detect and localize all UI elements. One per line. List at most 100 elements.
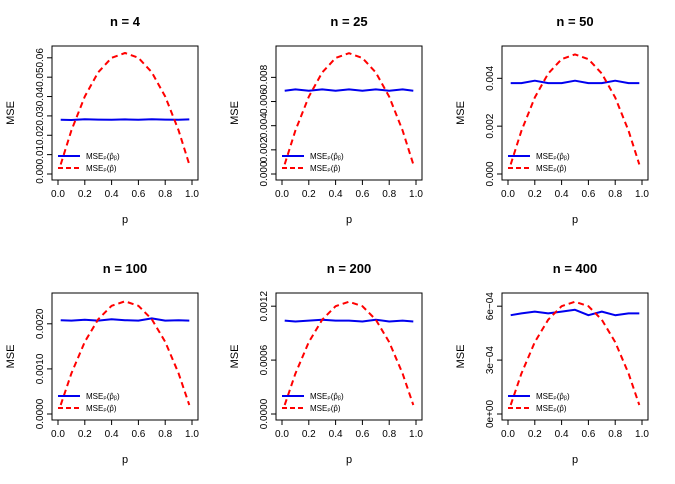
panel-title: n = 4 — [110, 14, 141, 29]
plot-frame — [51, 292, 199, 421]
legend-label-bayes: MSEₚ(p̂ᵦ) — [310, 152, 344, 161]
x-tick-label: 0.6 — [355, 429, 369, 440]
legend-label-mle: MSEₚ(p̂) — [536, 404, 567, 413]
x-tick-label: 0.6 — [581, 429, 595, 440]
y-axis-label: MSE — [455, 345, 467, 369]
x-tick-label: 0.0 — [275, 189, 289, 200]
x-tick-label: 0.8 — [608, 189, 622, 200]
x-tick-label: 0.0 — [275, 429, 289, 440]
series-line-mse-bayes — [510, 308, 640, 317]
y-tick-label: 0.008 — [259, 64, 270, 89]
y-tick-label: 0.002 — [259, 137, 270, 162]
y-tick-label: 0.01 — [35, 144, 46, 164]
series-line-mse-mle — [59, 52, 191, 165]
x-tick-label: 0.4 — [555, 429, 569, 440]
series-line-mse-mle — [283, 300, 415, 406]
x-tick-label: 0.2 — [78, 189, 92, 200]
y-tick-label: 0.0000 — [259, 398, 270, 429]
x-tick-label: 0.2 — [302, 189, 316, 200]
x-tick-label: 1.0 — [635, 189, 649, 200]
y-tick-label: 0.06 — [35, 48, 46, 68]
legend-label-mle: MSEₚ(p̂) — [310, 164, 341, 173]
x-tick-label: 0.0 — [501, 429, 515, 440]
x-tick-label: 0.8 — [158, 429, 172, 440]
plot-frame — [51, 45, 199, 181]
panel-title: n = 400 — [553, 261, 597, 276]
y-tick-label: 6e−04 — [485, 292, 496, 321]
x-tick-label: 0.6 — [131, 189, 145, 200]
x-tick-label: 0.2 — [528, 429, 542, 440]
legend-label-mle: MSEₚ(p̂) — [86, 164, 117, 173]
y-axis-label: MSE — [229, 345, 241, 369]
y-tick-label: 0.0006 — [259, 344, 270, 375]
x-tick-label: 0.4 — [555, 189, 569, 200]
x-axis-label: p — [346, 454, 352, 466]
x-axis-label: p — [572, 214, 578, 226]
panel-title: n = 50 — [556, 14, 593, 29]
series-line-mse-bayes — [60, 118, 190, 121]
series-line-mse-mle — [509, 53, 641, 165]
y-tick-label: 0.0012 — [259, 290, 270, 321]
x-tick-label: 1.0 — [185, 429, 199, 440]
x-tick-label: 0.6 — [581, 189, 595, 200]
x-tick-label: 0.2 — [302, 429, 316, 440]
y-axis-label: MSE — [5, 345, 17, 369]
x-tick-label: 0.2 — [78, 429, 92, 440]
y-tick-label: 3e−04 — [485, 346, 496, 375]
panel-title: n = 200 — [327, 261, 371, 276]
series-line-mse-bayes — [284, 88, 414, 92]
y-axis-label: MSE — [455, 101, 467, 125]
x-tick-label: 0.0 — [51, 189, 65, 200]
x-tick-label: 0.4 — [329, 429, 343, 440]
y-tick-label: 0.04 — [35, 86, 46, 106]
series-line-mse-mle — [283, 52, 415, 165]
x-tick-label: 0.8 — [382, 429, 396, 440]
series-line-mse-bayes — [284, 318, 414, 323]
x-tick-label: 0.4 — [329, 189, 343, 200]
y-tick-label: 0e+00 — [485, 400, 496, 429]
series-line-mse-bayes — [60, 317, 190, 322]
x-tick-label: 0.0 — [51, 429, 65, 440]
legend-label-bayes: MSEₚ(p̂ᵦ) — [536, 392, 570, 401]
x-axis-label: p — [572, 454, 578, 466]
series-line-mse-bayes — [510, 79, 640, 85]
y-tick-label: 0.004 — [259, 113, 270, 138]
x-tick-label: 0.4 — [105, 189, 119, 200]
plot-frame — [501, 45, 649, 181]
y-tick-label: 0.0020 — [35, 308, 46, 339]
y-tick-label: 0.02 — [35, 125, 46, 145]
y-tick-label: 0.00 — [35, 164, 46, 184]
y-tick-label: 0.03 — [35, 106, 46, 126]
x-tick-label: 0.0 — [501, 189, 515, 200]
legend-label-mle: MSEₚ(p̂) — [536, 164, 567, 173]
y-axis-label: MSE — [5, 101, 17, 125]
plot-frame — [275, 45, 423, 181]
x-axis-label: p — [122, 454, 128, 466]
plot-frame — [275, 292, 423, 421]
x-axis-label: p — [346, 214, 352, 226]
y-tick-label: 0.000 — [485, 161, 496, 186]
legend-label-mle: MSEₚ(p̂) — [86, 404, 117, 413]
y-tick-label: 0.006 — [259, 89, 270, 114]
series-line-mse-mle — [509, 300, 641, 406]
y-tick-label: 0.000 — [259, 161, 270, 186]
x-tick-label: 0.6 — [131, 429, 145, 440]
panel-title: n = 25 — [330, 14, 367, 29]
y-tick-label: 0.002 — [485, 113, 496, 138]
y-tick-label: 0.0010 — [35, 353, 46, 384]
legend-label-bayes: MSEₚ(p̂ᵦ) — [310, 392, 344, 401]
x-tick-label: 0.2 — [528, 189, 542, 200]
x-tick-label: 0.8 — [382, 189, 396, 200]
x-tick-label: 1.0 — [185, 189, 199, 200]
x-tick-label: 0.6 — [355, 189, 369, 200]
x-tick-label: 0.8 — [608, 429, 622, 440]
y-axis-label: MSE — [229, 101, 241, 125]
x-tick-label: 1.0 — [409, 429, 423, 440]
legend-label-bayes: MSEₚ(p̂ᵦ) — [536, 152, 570, 161]
panel-title: n = 100 — [103, 261, 147, 276]
plot-frame — [501, 292, 649, 421]
x-tick-label: 0.8 — [158, 189, 172, 200]
x-tick-label: 1.0 — [635, 429, 649, 440]
x-tick-label: 1.0 — [409, 189, 423, 200]
